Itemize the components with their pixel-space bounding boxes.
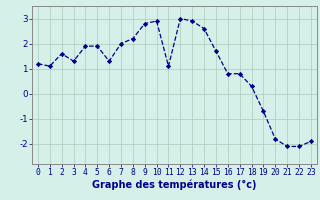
X-axis label: Graphe des températures (°c): Graphe des températures (°c)	[92, 180, 257, 190]
